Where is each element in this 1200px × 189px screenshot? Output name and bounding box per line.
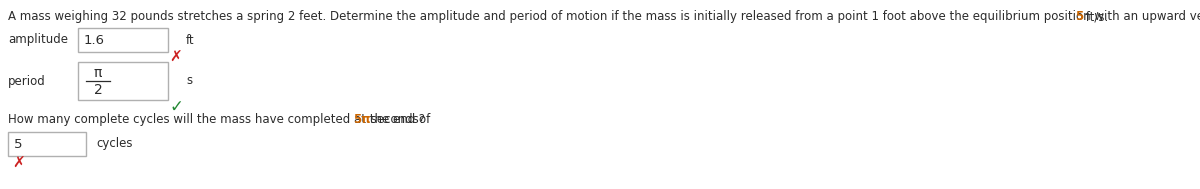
Bar [78,62,168,100]
Text: ✗: ✗ [169,50,181,65]
Text: π: π [94,66,102,80]
Text: How many complete cycles will the mass have completed at the end of: How many complete cycles will the mass h… [8,113,434,126]
Text: ft: ft [186,33,194,46]
Text: s: s [186,74,192,88]
Text: ft/s.: ft/s. [1082,10,1108,23]
Bar [8,132,86,156]
Text: 5: 5 [14,138,23,150]
Text: cycles: cycles [96,138,132,150]
Text: ✗: ✗ [12,156,25,171]
Text: period: period [8,74,46,88]
Text: 5π: 5π [354,113,371,126]
Text: 2: 2 [94,83,102,97]
Bar [78,28,168,52]
Text: ✓: ✓ [169,98,182,116]
Text: 5: 5 [1075,10,1084,23]
Text: amplitude: amplitude [8,33,68,46]
Text: seconds?: seconds? [367,113,426,126]
Text: A mass weighing 32 pounds stretches a spring 2 feet. Determine the amplitude and: A mass weighing 32 pounds stretches a sp… [8,10,1200,23]
Text: 1.6: 1.6 [84,33,106,46]
